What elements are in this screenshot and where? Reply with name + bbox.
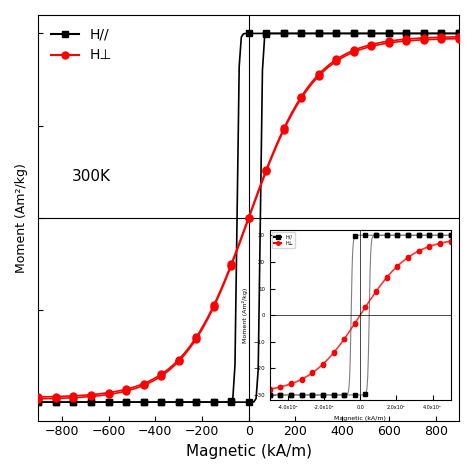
X-axis label: Magnetic (kA/m): Magnetic (kA/m) xyxy=(186,444,312,459)
Legend: H//, H⊥: H//, H⊥ xyxy=(46,22,118,68)
Y-axis label: Moment (Am²/kg): Moment (Am²/kg) xyxy=(15,163,28,273)
Text: 300K: 300K xyxy=(72,169,111,184)
